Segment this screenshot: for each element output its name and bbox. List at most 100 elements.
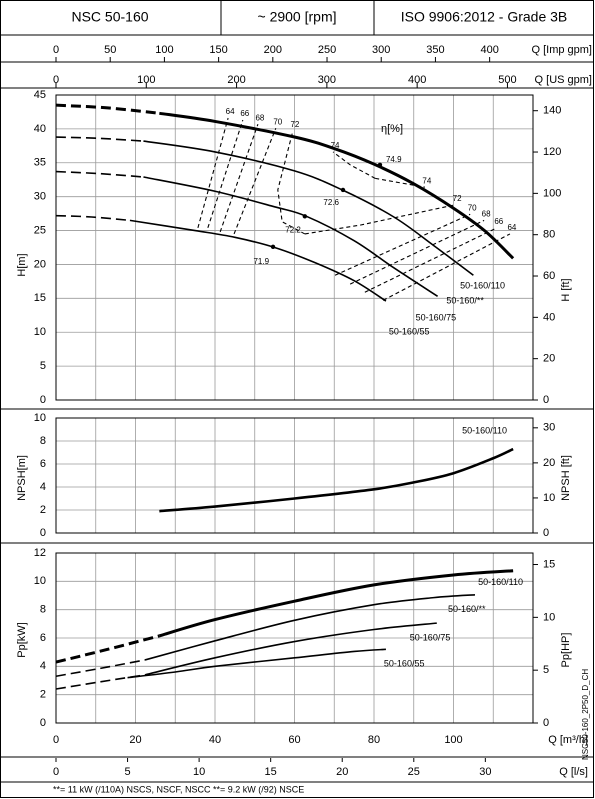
curve-dashed (55, 214, 131, 222)
curve-label: 50-160/75 (410, 633, 451, 643)
y2-tick-label: 0 (543, 717, 549, 729)
efficiency-label: 72 (290, 120, 299, 129)
bep-label: 74.9 (386, 155, 402, 164)
curve-dashed (55, 170, 144, 178)
x-tick-label: 100 (137, 74, 155, 86)
y-tick-label: 0 (40, 717, 46, 729)
curve (159, 111, 515, 260)
x-tick-label: 0 (53, 766, 59, 778)
y-tick-label: 2 (40, 689, 46, 701)
efficiency-title: η[%] (381, 123, 403, 135)
y2-tick-label: 20 (543, 353, 555, 365)
chart-code: NSC50-160_2P50_D_CH (581, 669, 590, 760)
curve (127, 648, 386, 679)
curve-label: 50-160/55 (384, 659, 425, 669)
curve-dashed (55, 103, 160, 115)
footnote: **= 11 kW (/110A) NSCS, NSCF, NSCC **= 9… (53, 784, 304, 794)
model: NSC 50-160 (71, 9, 148, 25)
y2-tick-label: 10 (543, 611, 555, 623)
y-tick-label: 4 (40, 660, 46, 672)
y-tick-label: 6 (40, 632, 46, 644)
x-tick-label: 100 (155, 44, 173, 56)
curve (144, 593, 476, 661)
curve (129, 219, 387, 302)
efficiency-label: 66 (240, 109, 249, 118)
curve (158, 569, 514, 638)
x-tick-label: 60 (288, 734, 300, 746)
efficiency-line (197, 117, 229, 228)
x-axis-title: Q [US gpm] (535, 74, 592, 86)
x-tick-label: 20 (129, 734, 141, 746)
y-tick-label: 10 (34, 412, 46, 424)
x-tick-label: 15 (265, 766, 277, 778)
curve-label: 50-160/110 (462, 425, 507, 435)
curve (143, 140, 474, 276)
efficiency-line (207, 119, 244, 229)
curve-label: 50-160/110 (478, 577, 523, 587)
y2-axis-title: Pp[HP] (560, 633, 572, 668)
bep-label: 72.2 (285, 225, 301, 234)
y-tick-label: 6 (40, 458, 46, 470)
curve-dashed (55, 136, 144, 142)
y-tick-label: 35 (34, 157, 46, 169)
y-tick-label: 10 (34, 326, 46, 338)
efficiency-line (233, 128, 277, 235)
y-tick-label: 8 (40, 435, 46, 447)
x-tick-label: 25 (408, 766, 420, 778)
y-axis-title: Pp[kW] (16, 622, 28, 657)
x-tick-label: 400 (408, 74, 426, 86)
y-axis-title: H[m] (16, 253, 28, 276)
curve-dashed (55, 634, 160, 664)
curve-label: 50-160/** (446, 296, 484, 306)
x-axis-title: Q [Imp gpm] (531, 44, 592, 56)
efficiency-label: 68 (255, 113, 264, 122)
speed: ~ 2900 [rpm] (258, 9, 337, 25)
efficiency-line (304, 204, 456, 235)
x-tick-label: 250 (318, 44, 336, 56)
y-tick-label: 15 (34, 292, 46, 304)
efficiency-label: 74 (331, 141, 340, 150)
x-tick-label: 30 (479, 766, 491, 778)
y2-tick-label: 80 (543, 229, 555, 241)
y2-tick-label: 15 (543, 558, 555, 570)
y-tick-label: 30 (34, 191, 46, 203)
x-tick-label: 200 (264, 44, 282, 56)
y2-tick-label: 0 (543, 394, 549, 406)
y2-axis-title: NPSH [ft] (560, 455, 572, 501)
y2-tick-label: 100 (543, 187, 561, 199)
y-tick-label: 0 (40, 527, 46, 539)
efficiency-line (349, 219, 485, 285)
y2-axis-title: H [ft] (560, 278, 572, 301)
y2-tick-label: 5 (543, 664, 549, 676)
y-tick-label: 2 (40, 504, 46, 516)
curve-dashed (55, 659, 146, 678)
y2-tick-label: 140 (543, 105, 561, 117)
x-tick-label: 300 (372, 44, 390, 56)
y-tick-label: 10 (34, 575, 46, 587)
curve (144, 622, 437, 676)
y-tick-label: 4 (40, 481, 46, 493)
plot-frame (55, 417, 534, 534)
x-tick-label: 5 (124, 766, 130, 778)
efficiency-line (334, 213, 471, 276)
y2-tick-label: 60 (543, 270, 555, 282)
y-tick-label: 40 (34, 123, 46, 135)
plot-frame (55, 94, 534, 401)
x-tick-label: 40 (209, 734, 221, 746)
curve-label: 50-160/75 (416, 313, 457, 323)
y-axis-title: NPSH[m] (16, 455, 28, 501)
y-tick-label: 25 (34, 224, 46, 236)
efficiency-line (219, 123, 259, 233)
efficiency-label: 64 (507, 223, 516, 232)
efficiency-label: 68 (482, 209, 491, 218)
y2-tick-label: 0 (543, 527, 549, 539)
x-tick-label: 300 (318, 74, 336, 86)
curve-label: 50-160/** (448, 604, 486, 614)
efficiency-line (277, 130, 306, 235)
x-tick-label: 0 (53, 734, 59, 746)
bep-label: 72.6 (323, 198, 339, 207)
x-tick-label: 150 (209, 44, 227, 56)
x-axis-title: Q [m³/h] (548, 734, 588, 746)
y-tick-label: 12 (34, 547, 46, 559)
x-tick-label: 50 (104, 44, 116, 56)
